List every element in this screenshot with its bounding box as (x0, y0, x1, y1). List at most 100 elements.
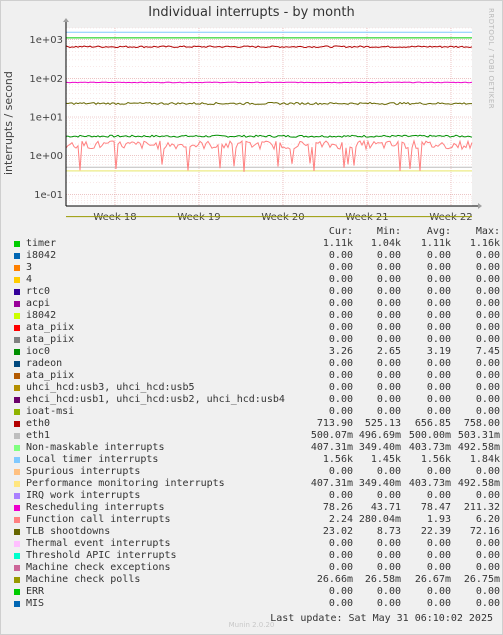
legend-cur-value: 26.66m (316, 574, 353, 585)
legend-swatch (14, 493, 20, 499)
legend-cur-value: 0.00 (328, 370, 353, 381)
legend-swatch (14, 337, 20, 343)
legend-max-value: 211.32 (463, 502, 500, 513)
legend-row: eth0 713.90 525.13 656.85 758.00 (12, 418, 500, 430)
legend-cur-value: 0.00 (328, 490, 353, 501)
legend-series-name: Function call interrupts (26, 514, 171, 525)
legend-row: i8042 0.00 0.00 0.00 0.00 (12, 250, 500, 262)
legend-swatch (14, 433, 20, 439)
legend-row: uhci_hcd:usb3, uhci_hcd:usb5 0.00 0.00 0.00… (12, 382, 500, 394)
legend-swatch (14, 553, 20, 559)
legend-max-value: 0.00 (475, 382, 500, 393)
legend-min-value: 525.13 (364, 418, 401, 429)
legend-series-name: ata_piix (26, 334, 75, 345)
legend-max-value: 72.16 (469, 526, 500, 537)
legend-series-name: Local timer interrupts (26, 454, 159, 465)
legend-series-name: 4 (26, 274, 33, 285)
legend-avg-value: 1.93 (426, 514, 451, 525)
legend-swatch (14, 505, 20, 511)
legend-avg-value: 0.00 (426, 466, 451, 477)
legend-max-value: 0.00 (475, 274, 500, 285)
x-tick-label: Week 18 (93, 212, 136, 223)
legend-row: TLB shootdowns 23.02 8.73 22.39 72.16 (12, 526, 500, 538)
legend-swatch (14, 601, 20, 607)
legend-avg-value: 0.00 (426, 298, 451, 309)
legend-max-value: 0.00 (475, 598, 500, 609)
legend-row: ehci_hcd:usb1, uhci_hcd:usb2, uhci_hcd:u… (12, 394, 500, 406)
legend-series-name: i8042 (26, 250, 57, 261)
legend-max-value: 758.00 (463, 418, 500, 429)
legend-row: 3 0.00 0.00 0.00 0.00 (12, 262, 500, 274)
legend-swatch (14, 253, 20, 259)
legend-avg-value: 1.11k (420, 238, 451, 249)
legend-cur-value: 0.00 (328, 406, 353, 417)
legend-max-value: 0.00 (475, 490, 500, 501)
legend-min-value: 0.00 (376, 322, 401, 333)
legend-series-name: timer (26, 238, 57, 249)
legend-max-value: 492.58m (457, 442, 500, 453)
legend-avg-value: 0.00 (426, 562, 451, 573)
legend-avg-value: 0.00 (426, 322, 451, 333)
legend-swatch (14, 421, 20, 427)
legend-avg-value: 0.00 (426, 490, 451, 501)
legend-avg-value: 0.00 (426, 538, 451, 549)
chart-title: Individual interrupts - by month (148, 5, 355, 20)
legend-cur-value: 0.00 (328, 274, 353, 285)
legend-min-value: 0.00 (376, 406, 401, 417)
legend-min-value: 0.00 (376, 586, 401, 597)
legend-avg-value: 0.00 (426, 370, 451, 381)
header-min: Min: (376, 226, 401, 237)
legend-avg-value: 78.47 (420, 502, 451, 513)
legend-avg-value: 0.00 (426, 382, 451, 393)
x-tick-label: Week 20 (261, 212, 304, 223)
legend-min-value: 0.00 (376, 382, 401, 393)
legend-avg-value: 403.73m (408, 442, 451, 453)
header-max: Max: (475, 226, 500, 237)
legend-swatch (14, 325, 20, 331)
legend-swatch (14, 265, 20, 271)
legend-min-value: 0.00 (376, 490, 401, 501)
legend-min-value: 280.04m (358, 514, 401, 525)
legend-avg-value: 0.00 (426, 394, 451, 405)
legend-row: Machine check exceptions 0.00 0.00 0.00 0.00 (12, 562, 500, 574)
legend-swatch (14, 289, 20, 295)
legend-cur-value: 0.00 (328, 382, 353, 393)
legend-cur-value: 0.00 (328, 298, 353, 309)
legend-cur-value: 0.00 (328, 286, 353, 297)
legend-series-name: Performance monitoring interrupts (26, 478, 225, 489)
legend-series-name: Machine check polls (26, 574, 141, 585)
legend-swatch (14, 457, 20, 463)
legend-avg-value: 0.00 (426, 586, 451, 597)
legend-swatch (14, 529, 20, 535)
legend-max-value: 0.00 (475, 586, 500, 597)
legend-series-name: IRQ work interrupts (26, 490, 141, 501)
legend-avg-value: 3.19 (426, 346, 451, 357)
legend-min-value: 0.00 (376, 274, 401, 285)
legend-min-value: 0.00 (376, 538, 401, 549)
legend-avg-value: 0.00 (426, 274, 451, 285)
legend-avg-value: 22.39 (420, 526, 451, 537)
legend-series-name: Non-maskable interrupts (26, 442, 165, 453)
legend-row: eth1 500.07m 496.69m 500.00m 503.31m (12, 430, 500, 442)
legend-swatch (14, 361, 20, 367)
legend-table: Cur: Min: Avg: Max: timer 1.11k 1.04k 1.11k… (12, 226, 500, 610)
legend-cur-value: 23.02 (322, 526, 353, 537)
legend-avg-value: 500.00m (408, 430, 451, 441)
legend-swatch (14, 445, 20, 451)
legend-min-value: 2.65 (376, 346, 401, 357)
header-cur: Cur: (328, 226, 353, 237)
legend-row: 4 0.00 0.00 0.00 0.00 (12, 274, 500, 286)
legend-min-value: 0.00 (376, 262, 401, 273)
legend-max-value: 0.00 (475, 538, 500, 549)
legend-row: Non-maskable interrupts 407.31m 349.40m 403… (12, 442, 500, 454)
legend-swatch (14, 469, 20, 475)
legend-row: ata_piix 0.00 0.00 0.00 0.00 (12, 334, 500, 346)
legend-max-value: 0.00 (475, 406, 500, 417)
legend-series-name: TLB shootdowns (26, 526, 111, 537)
legend-min-value: 0.00 (376, 466, 401, 477)
legend-cur-value: 0.00 (328, 262, 353, 273)
legend-cur-value: 0.00 (328, 322, 353, 333)
legend-min-value: 1.45k (370, 454, 401, 465)
legend-row: ERR 0.00 0.00 0.00 0.00 (12, 586, 500, 598)
legend-min-value: 0.00 (376, 598, 401, 609)
